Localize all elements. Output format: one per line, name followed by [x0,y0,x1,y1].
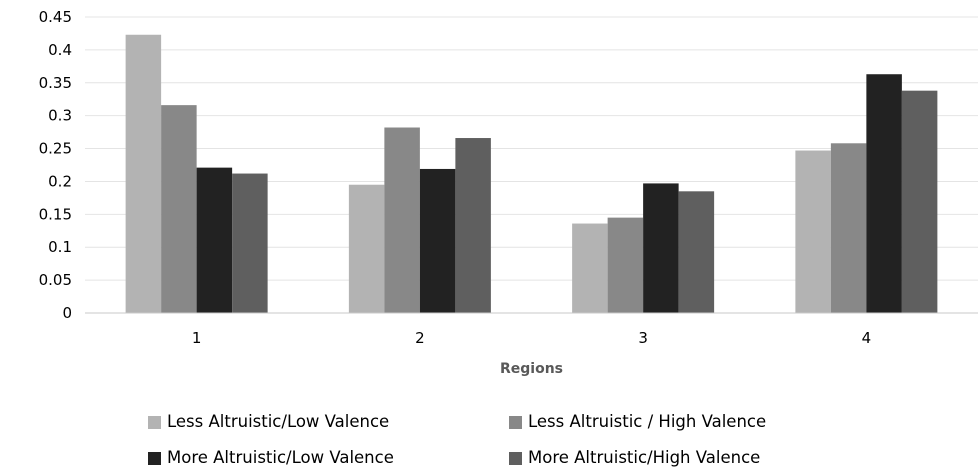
bar-less-altruistic-low-valence-region-4 [795,150,831,313]
x-axis: 1 2 3 4 [85,312,978,347]
bar-less-altruistic-low-valence-region-3 [572,223,608,313]
x-tick-label: 4 [862,329,872,347]
bar-more-altruistic-high-valence-region-2 [455,138,491,313]
x-tick-label: 3 [638,329,648,347]
bar-more-altruistic-low-valence-region-3 [643,183,679,313]
y-tick-label: 0 [62,304,72,322]
y-tick-label: 0.35 [39,74,72,92]
y-tick-label: 0.3 [48,107,72,125]
y-tick-label: 0.15 [39,205,72,223]
legend-label: More Altruistic/Low Valence [167,448,394,467]
legend-swatch [148,416,161,429]
bar-less-altruistic-high-valence-region-2 [384,127,420,313]
x-axis-title: Regions [500,361,563,377]
bar-more-altruistic-low-valence-region-4 [866,74,902,313]
y-axis: 0 0.05 0.1 0.15 0.2 0.25 0.3 0.35 0.4 0.45 [39,8,72,322]
legend-label: More Altruistic/High Valence [528,448,760,467]
x-tick-label: 2 [415,329,425,347]
legend-swatch [509,452,522,465]
y-tick-label: 0.1 [48,238,72,256]
legend-label: Less Altruistic/Low Valence [167,412,389,431]
legend-swatch [509,416,522,429]
legend-label: Less Altruistic / High Valence [528,412,766,431]
bars [125,34,938,314]
y-tick-label: 0.45 [39,8,72,26]
y-tick-label: 0.4 [48,41,72,59]
legend-swatch [148,452,161,465]
bar-less-altruistic-high-valence-region-3 [607,217,644,313]
y-tick-label: 0.05 [39,271,72,289]
bar-more-altruistic-low-valence-region-2 [419,168,456,313]
bar-less-altruistic-high-valence-region-4 [830,143,867,313]
y-tick-label: 0.25 [39,140,72,158]
bar-more-altruistic-low-valence-region-1 [196,167,233,313]
x-tick-label: 1 [192,329,202,347]
bar-less-altruistic-high-valence-region-1 [161,105,197,314]
bar-more-altruistic-high-valence-region-1 [232,173,268,313]
bar-more-altruistic-high-valence-region-3 [678,191,715,313]
bar-less-altruistic-low-valence-region-1 [125,34,162,313]
y-tick-label: 0.2 [48,172,72,190]
bar-more-altruistic-high-valence-region-4 [901,90,938,313]
bar-less-altruistic-low-valence-region-2 [348,184,385,313]
legend: Less Altruistic/Low Valence Less Altruist… [148,412,766,467]
